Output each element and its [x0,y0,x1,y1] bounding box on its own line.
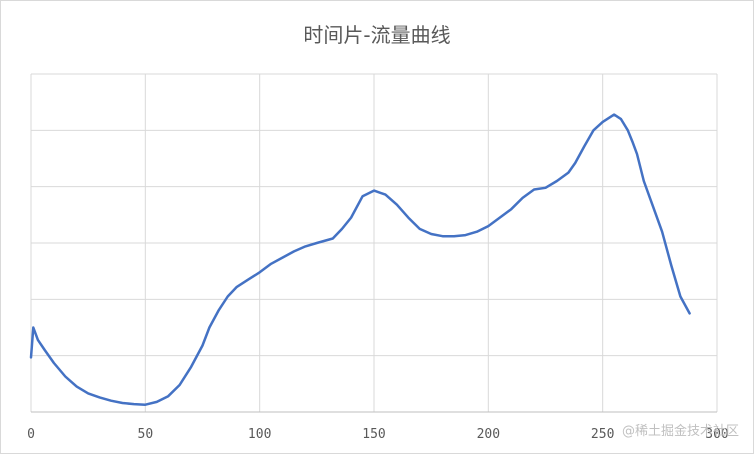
x-tick-label: 250 [591,427,614,442]
grid-lines [30,73,718,413]
x-tick-label: 50 [138,427,154,442]
x-tick-label: 0 [27,427,35,442]
x-tick-label: 100 [248,427,271,442]
x-tick-label: 200 [477,427,500,442]
series-line [29,113,691,406]
x-tick-label: 300 [705,427,728,442]
watermark: @稀土掘金技术社区 [621,424,739,439]
x-tick-label: 150 [362,427,385,442]
x-tick-labels: 0 50 100 150 200 250 300 [27,427,729,442]
chart-title: 时间片-流量曲线 [303,23,451,47]
